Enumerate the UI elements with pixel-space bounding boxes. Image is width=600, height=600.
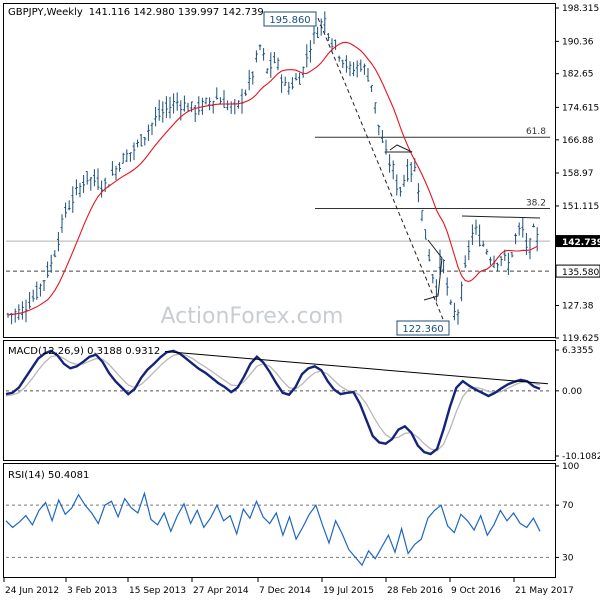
x-tick-label: 24 Jun 2012: [5, 586, 59, 596]
support-tag: [555, 264, 600, 278]
price-tick-label: 182.65: [562, 70, 594, 80]
price-tick-label: 151.115: [562, 202, 599, 212]
x-tick-label: 19 Jul 2015: [323, 586, 374, 596]
price-tick-label: 174.615: [562, 103, 599, 113]
flag-pattern-1: [385, 144, 413, 153]
fib-label: 38.2: [526, 199, 546, 209]
macd-layer: [5, 349, 550, 456]
rsi-tick-label: 70: [562, 501, 574, 511]
rsi-tick-label: 30: [562, 553, 574, 563]
x-tick-label: 3 Feb 2013: [67, 586, 117, 596]
price-tick-label: 190.36: [562, 37, 594, 47]
price-tick-label: 158.97: [562, 169, 594, 179]
x-tick-label: 7 Dec 2014: [259, 586, 311, 596]
low-label-box: [396, 320, 450, 336]
x-tick-label: 27 Apr 2014: [193, 586, 249, 596]
macd-line: [5, 349, 541, 456]
price-tick-label: 127.38: [562, 301, 594, 311]
support-value: 135.580: [562, 268, 599, 278]
price-layer: 61.8 38.2 195.860 122.360: [6, 11, 550, 336]
macd-tick-label: -10.1082: [562, 452, 600, 462]
macd-panel: [3, 340, 556, 461]
macd-tick-label: 0.00: [562, 387, 582, 397]
macd-title: MACD(12,26,9) 0.3188 0.9312: [8, 346, 160, 357]
rsi-title: RSI(14) 50.4081: [8, 470, 89, 481]
low-label: 122.360: [402, 324, 443, 335]
rsi-tick-label: 100: [562, 462, 579, 472]
current-price-tag: [556, 235, 600, 248]
rsi-layer: [5, 491, 550, 567]
x-tick-label: 28 Feb 2016: [387, 586, 443, 596]
rsi-line: [5, 491, 541, 567]
rsi-panel: [3, 463, 556, 578]
x-tick-label: 21 May 2017: [515, 586, 574, 596]
price-tick-label: 119.625: [562, 334, 599, 344]
macd-tick-label: 6.3355: [562, 346, 594, 356]
fib-label: 61.8: [526, 127, 546, 137]
price-tick-label: 198.315: [562, 4, 599, 14]
x-tick-label: 9 Oct 2016: [451, 586, 501, 596]
axis-layer: 198.315 190.36 182.65 174.615 166.88 158.97 15…: [3, 4, 600, 596]
macd-trendline: [164, 351, 549, 385]
moving-average-line: [7, 41, 538, 316]
watermark: ActionForex.com: [161, 304, 344, 329]
price-tick-label: 166.88: [562, 136, 594, 146]
x-tick-label: 15 Sep 2013: [129, 586, 186, 596]
price-panel: [3, 3, 556, 338]
peak-label-box: [263, 11, 317, 27]
macd-signal-line: [5, 353, 541, 452]
peak-label: 195.860: [269, 15, 310, 26]
price-title: GBPJPY,Weekly 141.116 142.980 139.997 142…: [8, 7, 264, 18]
flag-pattern-2: [423, 239, 443, 301]
current-price-value: 142.739: [562, 238, 600, 248]
resistance-line: [461, 215, 541, 219]
